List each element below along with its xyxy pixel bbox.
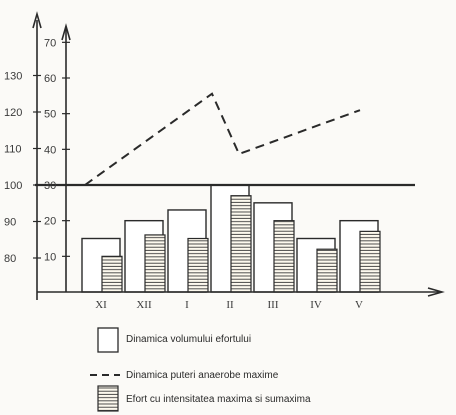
- legend-label-volume: Dinamica volumului efortului: [126, 334, 251, 345]
- line-anaerobic-power: [84, 92, 361, 186]
- bar-intensity-III: [273, 220, 295, 293]
- category-label-XI: XI: [95, 299, 107, 311]
- x-axis-arrow: [427, 287, 445, 297]
- category-label-I: I: [185, 299, 189, 311]
- right-tick-label-60: 60: [44, 73, 56, 85]
- legend-label-intensity: Efort cu intensitatea maxima si sumaxima: [126, 394, 311, 405]
- line-layer: [84, 92, 361, 186]
- legend-swatch-intensity: [97, 385, 119, 412]
- category-label-II: II: [226, 299, 234, 311]
- left-tick-label-100: 100: [4, 180, 22, 192]
- bars-layer: [81, 184, 381, 293]
- left-tick-label-90: 90: [4, 217, 16, 229]
- category-label-V: V: [355, 299, 363, 311]
- left-tick-label-110: 110: [4, 144, 22, 156]
- left-tick-label-130: 130: [4, 71, 22, 83]
- right-tick-label-20: 20: [44, 216, 56, 228]
- axes-layer: [32, 11, 445, 300]
- category-label-III: III: [268, 299, 279, 311]
- right-tick-label-30: 30: [44, 180, 56, 192]
- category-label-XII: XII: [136, 299, 152, 311]
- right-tick-label-70: 70: [44, 37, 56, 49]
- right-axis-arrow: [61, 23, 71, 41]
- legend-label-anaerobic: Dinamica puteri anaerobe maxime: [126, 370, 279, 381]
- bar-intensity-I: [187, 237, 209, 293]
- left-axis-arrow: [32, 11, 42, 29]
- right-tick-label-50: 50: [44, 109, 56, 121]
- bar-intensity-XI: [101, 255, 123, 293]
- legend: Dinamica volumului efortului Dinamica put…: [90, 327, 311, 412]
- legend-swatch-volume: [97, 327, 119, 353]
- bar-intensity-IV: [316, 248, 338, 293]
- left-tick-label-80: 80: [4, 253, 16, 265]
- category-label-IV: IV: [310, 299, 322, 311]
- bar-intensity-V: [359, 230, 381, 293]
- right-tick-label-40: 40: [44, 144, 56, 156]
- bar-intensity-II: [230, 195, 252, 293]
- left-tick-label-120: 120: [4, 107, 22, 119]
- right-tick-label-10: 10: [44, 251, 56, 263]
- bar-intensity-XII: [144, 234, 166, 293]
